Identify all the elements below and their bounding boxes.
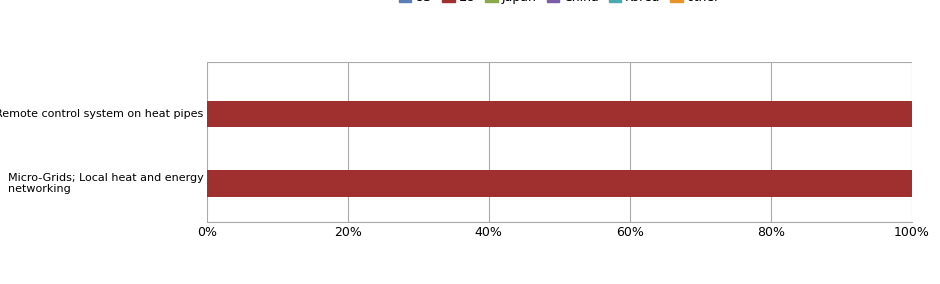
Legend: US, EU, Japan, China, Korea, other: US, EU, Japan, China, Korea, other: [394, 0, 725, 9]
Bar: [207, 170, 912, 197]
Bar: [207, 101, 912, 128]
Text: Micro-Grids; Local heat and energy
networking: Micro-Grids; Local heat and energy netwo…: [8, 173, 203, 194]
Text: Remote control system on heat pipes: Remote control system on heat pipes: [0, 109, 203, 119]
